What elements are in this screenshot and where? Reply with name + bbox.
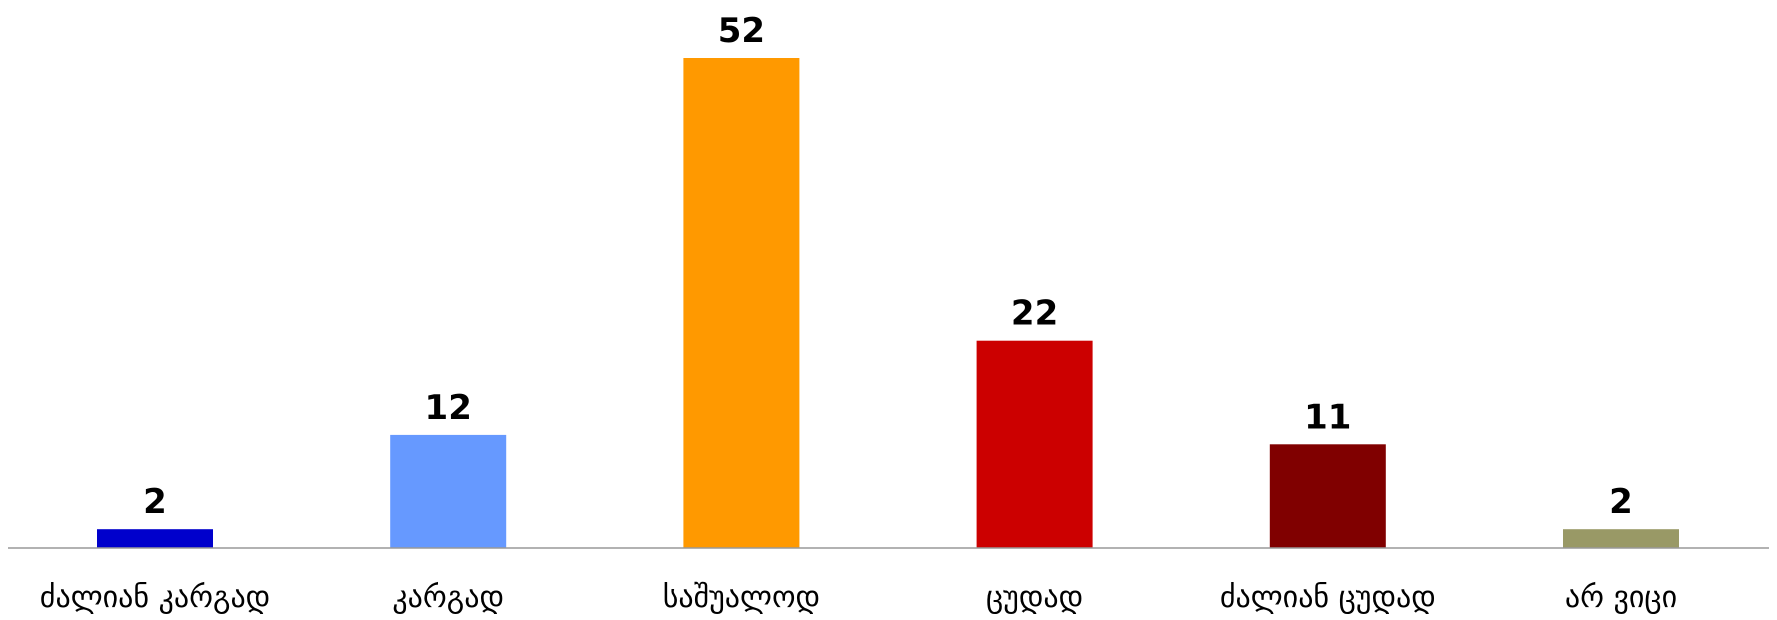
bar-1 [97, 529, 213, 548]
bar-value-label-6: 2 [1609, 482, 1633, 522]
bar-value-label-2: 12 [425, 388, 472, 428]
bars-group [97, 58, 1679, 548]
bar-value-label-4: 22 [1011, 294, 1058, 334]
bar-4 [976, 340, 1093, 548]
bar-5 [1269, 444, 1386, 548]
category-label-3: საშუალოდ [663, 580, 820, 615]
category-label-4: ცუდად [986, 580, 1083, 615]
bar-value-label-3: 52 [718, 11, 765, 51]
bar-6 [1563, 529, 1679, 548]
bar-2 [390, 434, 507, 548]
bar-3 [683, 58, 800, 548]
value-labels-group: 2 12 52 22 11 2 [143, 11, 1633, 522]
bar-value-label-5: 11 [1304, 397, 1351, 437]
category-labels-group: ძალიან კარგად კარგად საშუალოდ ცუდად ძალიან ც… [40, 580, 1677, 615]
category-label-6: არ ვიცი [1565, 580, 1677, 615]
bar-value-label-1: 2 [143, 482, 167, 522]
category-label-1: ძალიან კარგად [40, 580, 270, 615]
category-label-2: კარგად [392, 580, 504, 615]
category-label-5: ძალიან ცუდად [1220, 580, 1436, 615]
